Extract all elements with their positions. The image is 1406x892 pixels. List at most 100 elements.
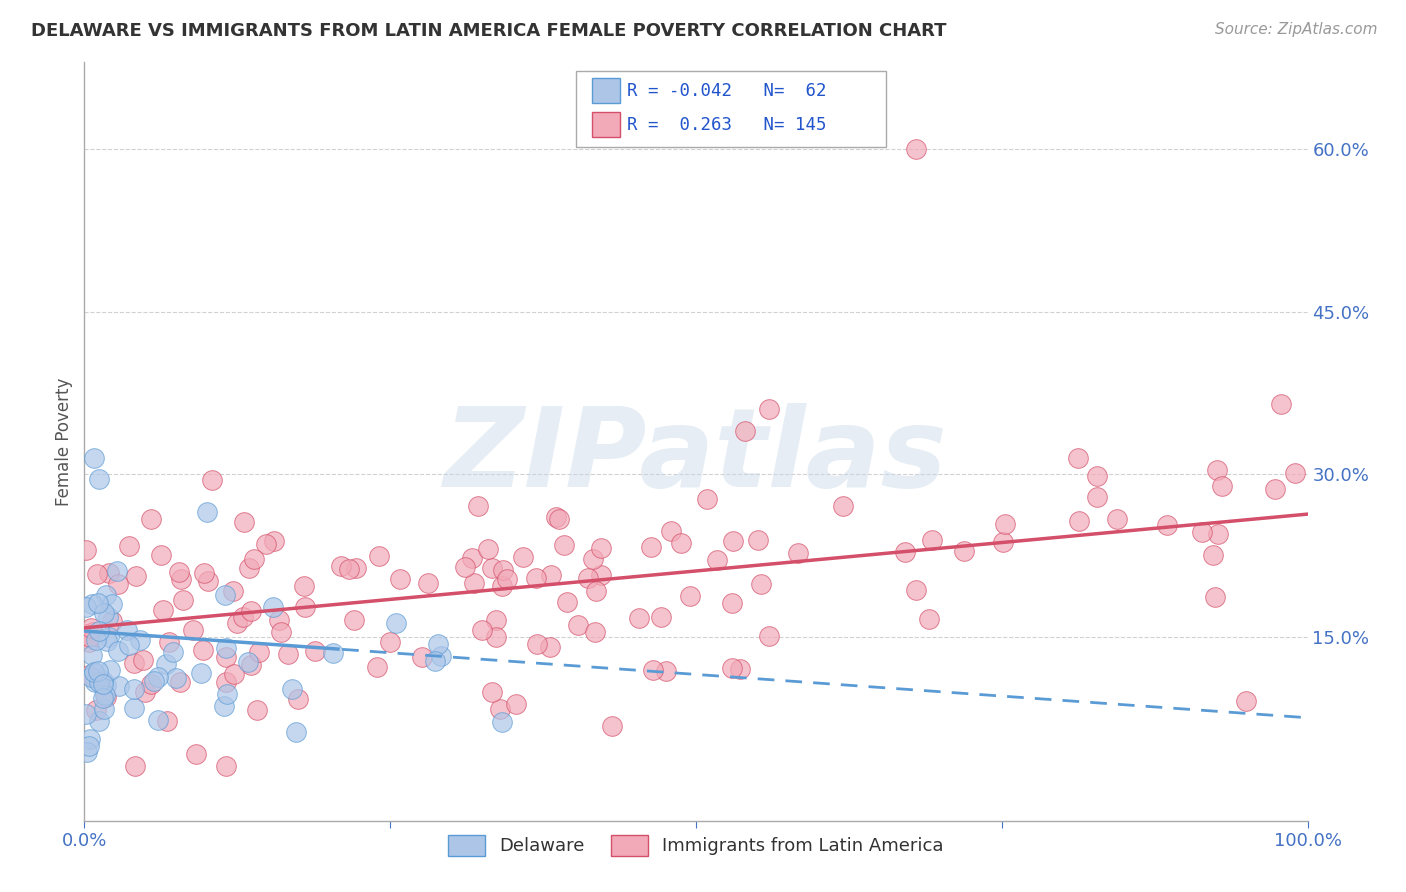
Delaware	[190, 666, 212, 681]
Immigrants from Latin America	[758, 402, 780, 417]
Immigrants from Latin America	[79, 630, 101, 644]
Delaware	[108, 679, 131, 693]
Immigrants from Latin America	[150, 549, 173, 563]
Immigrants from Latin America	[256, 537, 278, 551]
Immigrants from Latin America	[172, 593, 194, 607]
Immigrants from Latin America	[512, 550, 534, 565]
Delaware	[80, 671, 103, 685]
Immigrants from Latin America	[1085, 490, 1108, 504]
Immigrants from Latin America	[240, 657, 263, 672]
Delaware	[427, 638, 450, 652]
Immigrants from Latin America	[600, 719, 623, 733]
Immigrants from Latin America	[82, 625, 104, 640]
Immigrants from Latin America	[496, 572, 519, 586]
Immigrants from Latin America	[80, 621, 103, 635]
Immigrants from Latin America	[1107, 512, 1129, 526]
Delaware	[75, 599, 97, 614]
Delaware	[115, 624, 138, 638]
Delaware	[93, 702, 115, 716]
Immigrants from Latin America	[526, 637, 548, 651]
Delaware	[155, 657, 177, 672]
Immigrants from Latin America	[233, 515, 256, 529]
Immigrants from Latin America	[1204, 591, 1226, 605]
Delaware	[77, 739, 100, 753]
Immigrants from Latin America	[917, 612, 939, 626]
Delaware	[385, 616, 408, 631]
Delaware	[165, 671, 187, 685]
Immigrants from Latin America	[581, 552, 603, 566]
Immigrants from Latin America	[337, 562, 360, 576]
Immigrants from Latin America	[125, 569, 148, 583]
Immigrants from Latin America	[380, 634, 402, 648]
Immigrants from Latin America	[489, 702, 512, 716]
Delaware	[285, 724, 308, 739]
Delaware	[83, 450, 105, 465]
Immigrants from Latin America	[243, 551, 266, 566]
Delaware	[146, 713, 169, 727]
Immigrants from Latin America	[169, 565, 191, 579]
Immigrants from Latin America	[1201, 548, 1223, 562]
Immigrants from Latin America	[555, 595, 578, 609]
Immigrants from Latin America	[277, 647, 299, 661]
Immigrants from Latin America	[411, 649, 433, 664]
Immigrants from Latin America	[215, 759, 238, 773]
Immigrants from Latin America	[994, 516, 1017, 531]
Immigrants from Latin America	[553, 538, 575, 552]
Immigrants from Latin America	[526, 571, 548, 585]
Delaware	[105, 564, 128, 578]
Immigrants from Latin America	[491, 579, 513, 593]
Immigrants from Latin America	[544, 509, 567, 524]
Immigrants from Latin America	[591, 568, 613, 582]
Immigrants from Latin America	[292, 579, 315, 593]
Immigrants from Latin America	[1211, 479, 1233, 493]
Delaware	[87, 624, 110, 639]
Immigrants from Latin America	[193, 566, 215, 580]
Immigrants from Latin America	[124, 759, 146, 773]
Immigrants from Latin America	[96, 690, 118, 705]
Immigrants from Latin America	[706, 553, 728, 567]
Delaware	[491, 715, 513, 730]
Immigrants from Latin America	[640, 540, 662, 554]
Immigrants from Latin America	[181, 623, 204, 637]
Immigrants from Latin America	[576, 571, 599, 585]
Immigrants from Latin America	[215, 650, 238, 665]
Delaware	[86, 665, 108, 679]
Immigrants from Latin America	[661, 524, 683, 538]
Immigrants from Latin America	[481, 561, 503, 575]
Delaware	[146, 670, 169, 684]
Delaware	[79, 732, 101, 747]
Immigrants from Latin America	[169, 572, 191, 586]
Immigrants from Latin America	[157, 635, 180, 649]
Text: Source: ZipAtlas.com: Source: ZipAtlas.com	[1215, 22, 1378, 37]
Delaware	[97, 630, 120, 644]
Immigrants from Latin America	[134, 685, 156, 699]
Immigrants from Latin America	[485, 613, 508, 627]
Text: R =  0.263   N= 145: R = 0.263 N= 145	[627, 116, 827, 134]
Immigrants from Latin America	[734, 424, 756, 438]
Delaware	[101, 597, 124, 611]
Immigrants from Latin America	[215, 675, 238, 690]
Immigrants from Latin America	[481, 685, 503, 699]
Delaware	[91, 691, 114, 706]
Immigrants from Latin America	[139, 512, 162, 526]
Delaware	[82, 648, 104, 662]
Immigrants from Latin America	[238, 561, 260, 575]
Immigrants from Latin America	[758, 629, 780, 643]
Immigrants from Latin America	[485, 630, 508, 644]
Delaware	[142, 674, 165, 689]
Delaware	[87, 596, 110, 610]
Immigrants from Latin America	[627, 611, 650, 625]
Delaware	[122, 700, 145, 714]
Immigrants from Latin America	[643, 663, 665, 677]
Y-axis label: Female Poverty: Female Poverty	[55, 377, 73, 506]
Immigrants from Latin America	[538, 640, 561, 654]
Delaware	[87, 473, 110, 487]
Delaware	[217, 687, 239, 701]
Immigrants from Latin America	[1206, 526, 1229, 541]
Immigrants from Latin America	[905, 142, 928, 156]
Delaware	[94, 688, 117, 702]
Immigrants from Latin America	[240, 604, 263, 618]
Delaware	[83, 666, 105, 681]
Delaware	[118, 638, 141, 652]
Immigrants from Latin America	[952, 544, 974, 558]
